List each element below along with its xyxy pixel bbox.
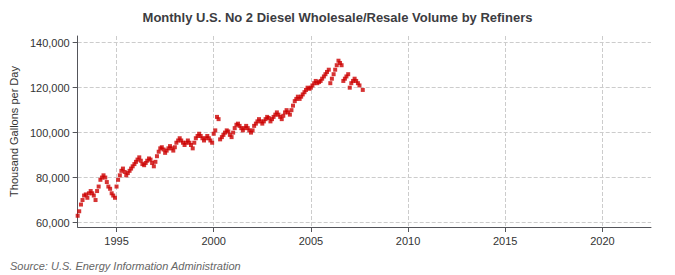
svg-text:100,000: 100,000 (30, 127, 70, 139)
svg-text:140,000: 140,000 (30, 37, 70, 49)
svg-text:Monthly U.S. No 2 Diesel Whole: Monthly U.S. No 2 Diesel Wholesale/Resal… (143, 10, 533, 25)
svg-text:2015: 2015 (493, 235, 517, 247)
svg-text:2005: 2005 (299, 235, 323, 247)
svg-text:Thousand Gallons per Day: Thousand Gallons per Day (8, 66, 20, 197)
svg-text:2010: 2010 (396, 235, 420, 247)
svg-text:2020: 2020 (590, 235, 614, 247)
svg-text:80,000: 80,000 (36, 172, 70, 184)
svg-text:2000: 2000 (201, 235, 225, 247)
svg-text:Source: U.S. Energy Informatio: Source: U.S. Energy Information Administ… (10, 260, 241, 272)
svg-text:1995: 1995 (104, 235, 128, 247)
svg-text:60,000: 60,000 (36, 217, 70, 229)
svg-text:120,000: 120,000 (30, 82, 70, 94)
